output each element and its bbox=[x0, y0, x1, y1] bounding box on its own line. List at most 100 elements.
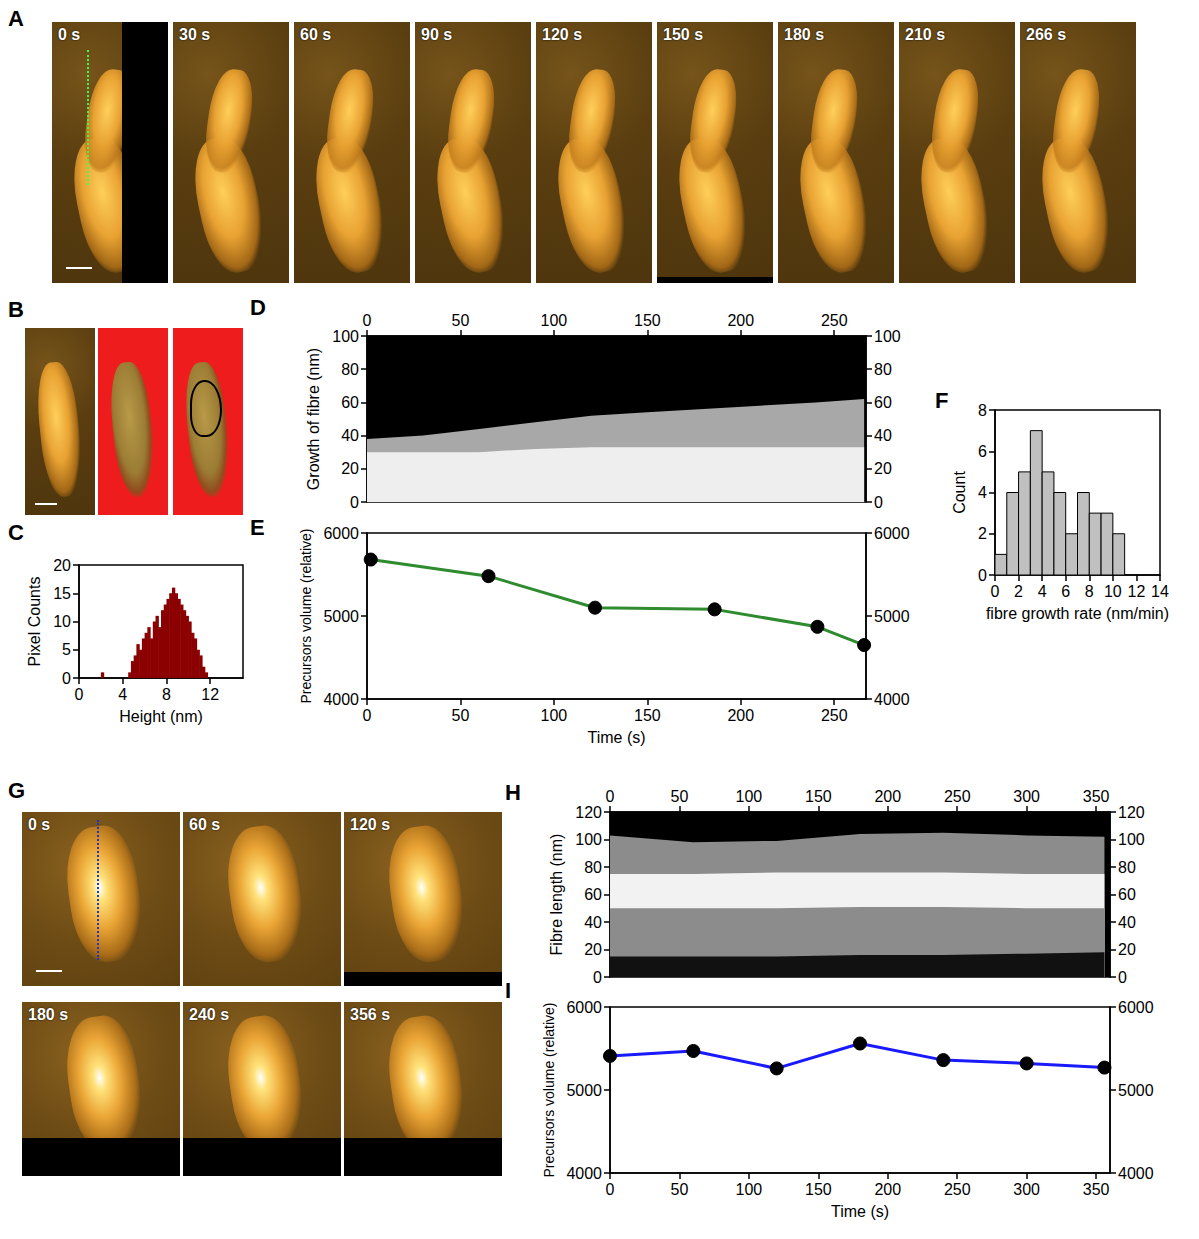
svg-text:0: 0 bbox=[978, 567, 987, 584]
svg-text:50: 50 bbox=[452, 312, 470, 329]
svg-text:0: 0 bbox=[593, 969, 602, 986]
svg-text:0: 0 bbox=[874, 494, 883, 511]
svg-text:250: 250 bbox=[821, 707, 848, 724]
svg-text:250: 250 bbox=[821, 312, 848, 329]
svg-text:8: 8 bbox=[978, 402, 987, 419]
svg-text:150: 150 bbox=[805, 788, 832, 805]
svg-text:Pixel Counts: Pixel Counts bbox=[26, 577, 43, 667]
svg-text:12: 12 bbox=[1128, 583, 1146, 600]
svg-text:100: 100 bbox=[332, 328, 359, 345]
svg-text:40: 40 bbox=[584, 914, 602, 931]
svg-text:50: 50 bbox=[452, 707, 470, 724]
svg-text:100: 100 bbox=[575, 831, 602, 848]
svg-text:120: 120 bbox=[575, 804, 602, 821]
svg-text:60: 60 bbox=[584, 886, 602, 903]
svg-text:2: 2 bbox=[1014, 583, 1023, 600]
svg-text:6000: 6000 bbox=[566, 999, 602, 1016]
svg-text:4: 4 bbox=[978, 484, 987, 501]
svg-text:0: 0 bbox=[62, 670, 71, 687]
svg-text:6000: 6000 bbox=[1118, 999, 1154, 1016]
svg-text:20: 20 bbox=[584, 941, 602, 958]
svg-text:80: 80 bbox=[874, 361, 892, 378]
svg-text:8: 8 bbox=[162, 686, 171, 703]
svg-text:20: 20 bbox=[874, 460, 892, 477]
svg-text:300: 300 bbox=[1013, 788, 1040, 805]
svg-text:Fibre length (nm): Fibre length (nm) bbox=[548, 834, 565, 956]
svg-text:200: 200 bbox=[874, 1181, 901, 1198]
svg-text:100: 100 bbox=[541, 312, 568, 329]
svg-text:120: 120 bbox=[1118, 804, 1145, 821]
svg-text:Precursors volume (relative): Precursors volume (relative) bbox=[541, 1002, 557, 1177]
svg-text:0: 0 bbox=[606, 1181, 615, 1198]
svg-text:40: 40 bbox=[874, 427, 892, 444]
svg-text:150: 150 bbox=[805, 1181, 832, 1198]
svg-text:60: 60 bbox=[1118, 886, 1136, 903]
svg-text:300: 300 bbox=[1013, 1181, 1040, 1198]
svg-text:4000: 4000 bbox=[566, 1165, 602, 1182]
svg-text:fibre growth rate (nm/min): fibre growth rate (nm/min) bbox=[986, 605, 1169, 622]
svg-text:5000: 5000 bbox=[1118, 1082, 1154, 1099]
svg-text:0: 0 bbox=[363, 707, 372, 724]
svg-text:Growth of fibre (nm): Growth of fibre (nm) bbox=[305, 348, 322, 490]
html-text:0 s: 0 s bbox=[58, 26, 81, 43]
svg-text:6000: 6000 bbox=[874, 525, 910, 542]
svg-text:350: 350 bbox=[1083, 788, 1110, 805]
svg-text:80: 80 bbox=[584, 859, 602, 876]
svg-text:15: 15 bbox=[53, 585, 71, 602]
svg-text:0: 0 bbox=[363, 312, 372, 329]
svg-text:20: 20 bbox=[341, 460, 359, 477]
svg-text:6: 6 bbox=[978, 443, 987, 460]
svg-text:60: 60 bbox=[341, 394, 359, 411]
svg-text:12: 12 bbox=[201, 686, 219, 703]
svg-text:50: 50 bbox=[671, 1181, 689, 1198]
svg-text:Height (nm): Height (nm) bbox=[119, 708, 203, 725]
svg-text:6000: 6000 bbox=[323, 525, 359, 542]
svg-text:20: 20 bbox=[1118, 941, 1136, 958]
svg-text:350: 350 bbox=[1083, 1181, 1110, 1198]
svg-text:40: 40 bbox=[341, 427, 359, 444]
svg-text:6: 6 bbox=[1061, 583, 1070, 600]
svg-text:4000: 4000 bbox=[1118, 1165, 1154, 1182]
svg-text:200: 200 bbox=[727, 312, 754, 329]
svg-text:8: 8 bbox=[1085, 583, 1094, 600]
svg-text:0: 0 bbox=[350, 494, 359, 511]
svg-text:250: 250 bbox=[944, 1181, 971, 1198]
svg-text:4: 4 bbox=[118, 686, 127, 703]
svg-text:150: 150 bbox=[634, 312, 661, 329]
svg-text:200: 200 bbox=[874, 788, 901, 805]
svg-text:40: 40 bbox=[1118, 914, 1136, 931]
svg-text:200: 200 bbox=[727, 707, 754, 724]
svg-text:20: 20 bbox=[53, 557, 71, 574]
svg-text:100: 100 bbox=[1118, 831, 1145, 848]
svg-text:0: 0 bbox=[606, 788, 615, 805]
svg-text:5000: 5000 bbox=[874, 608, 910, 625]
svg-text:2: 2 bbox=[978, 525, 987, 542]
svg-text:0: 0 bbox=[1118, 969, 1127, 986]
svg-text:Time (s): Time (s) bbox=[831, 1203, 889, 1220]
svg-text:Time (s): Time (s) bbox=[587, 729, 645, 746]
svg-text:10: 10 bbox=[53, 613, 71, 630]
svg-text:4: 4 bbox=[1038, 583, 1047, 600]
svg-text:80: 80 bbox=[1118, 859, 1136, 876]
svg-text:0: 0 bbox=[991, 583, 1000, 600]
svg-text:5000: 5000 bbox=[323, 608, 359, 625]
svg-text:4000: 4000 bbox=[323, 691, 359, 708]
svg-text:4000: 4000 bbox=[874, 691, 910, 708]
svg-text:100: 100 bbox=[541, 707, 568, 724]
svg-text:Precursors volume (relative): Precursors volume (relative) bbox=[298, 528, 314, 703]
svg-text:100: 100 bbox=[736, 788, 763, 805]
svg-text:Count: Count bbox=[951, 471, 968, 514]
svg-text:50: 50 bbox=[671, 788, 689, 805]
svg-text:100: 100 bbox=[874, 328, 901, 345]
svg-text:10: 10 bbox=[1104, 583, 1122, 600]
svg-text:0: 0 bbox=[75, 686, 84, 703]
svg-text:5: 5 bbox=[62, 641, 71, 658]
svg-text:250: 250 bbox=[944, 788, 971, 805]
svg-text:100: 100 bbox=[736, 1181, 763, 1198]
svg-text:150: 150 bbox=[634, 707, 661, 724]
svg-text:80: 80 bbox=[341, 361, 359, 378]
html-text:G: G bbox=[8, 778, 26, 803]
svg-text:5000: 5000 bbox=[566, 1082, 602, 1099]
svg-text:14: 14 bbox=[1151, 583, 1169, 600]
svg-text:60: 60 bbox=[874, 394, 892, 411]
